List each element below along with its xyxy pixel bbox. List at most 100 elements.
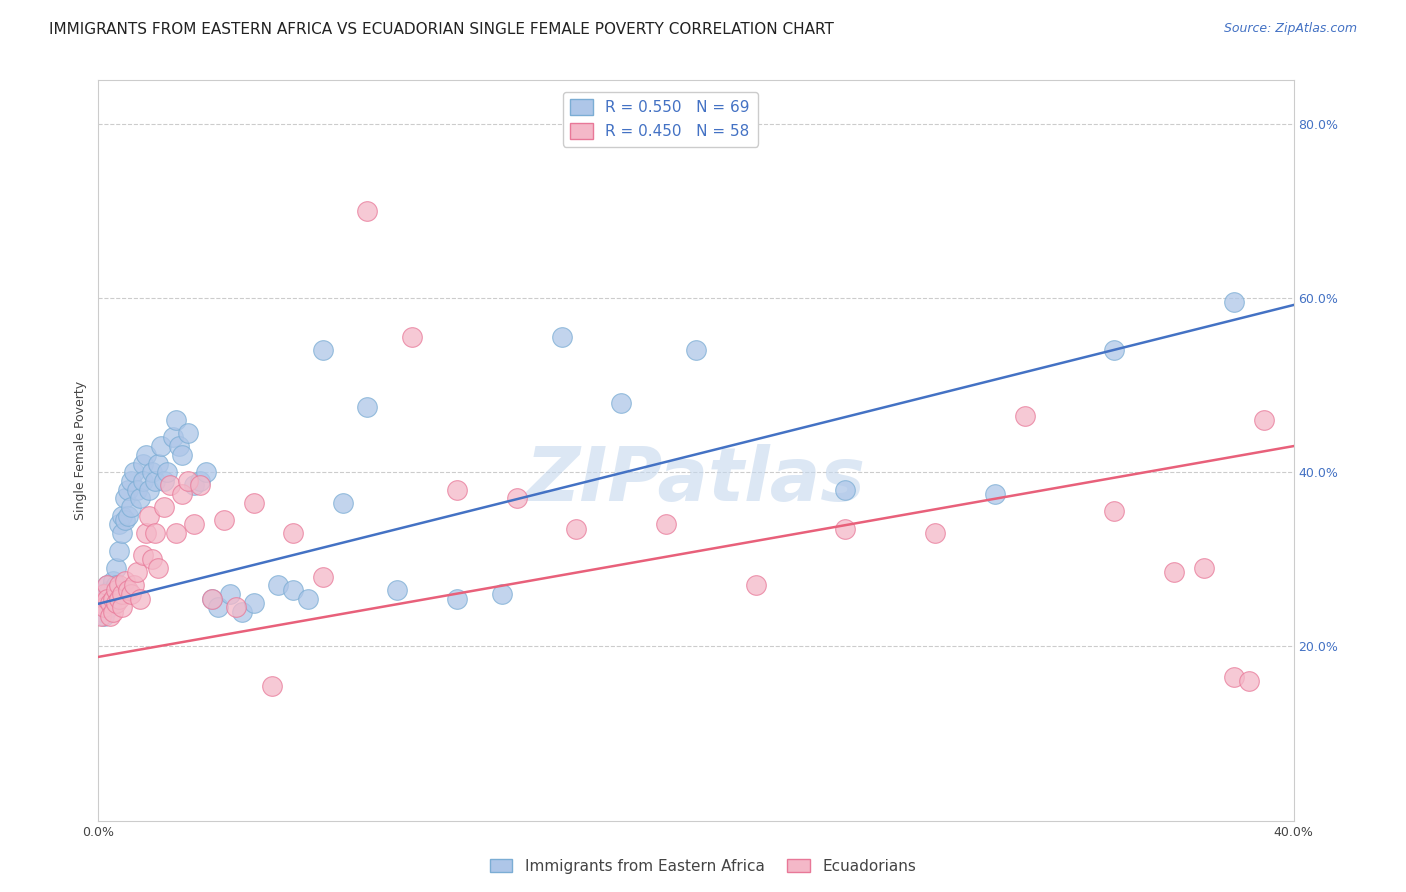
- Point: [120, 474, 142, 488]
- Point: [96, 578, 118, 592]
- Point: [1104, 504, 1126, 518]
- Point: [212, 513, 235, 527]
- Point: [120, 587, 142, 601]
- Point: [153, 474, 176, 488]
- Y-axis label: Single Female Poverty: Single Female Poverty: [75, 381, 87, 520]
- Point: [401, 330, 423, 344]
- Point: [1104, 343, 1126, 358]
- Point: [96, 596, 118, 610]
- Point: [148, 561, 170, 575]
- Point: [1237, 674, 1260, 689]
- Point: [117, 483, 139, 497]
- Point: [117, 582, 139, 597]
- Point: [1014, 409, 1036, 423]
- Point: [610, 395, 633, 409]
- Point: [114, 491, 136, 506]
- Point: [98, 600, 122, 615]
- Point: [138, 483, 160, 497]
- Point: [135, 448, 157, 462]
- Point: [260, 679, 283, 693]
- Text: IMMIGRANTS FROM EASTERN AFRICA VS ECUADORIAN SINGLE FEMALE POVERTY CORRELATION C: IMMIGRANTS FROM EASTERN AFRICA VS ECUADO…: [49, 22, 834, 37]
- Point: [356, 203, 378, 218]
- Point: [124, 578, 146, 592]
- Point: [177, 474, 200, 488]
- Point: [111, 508, 134, 523]
- Point: [745, 578, 768, 592]
- Point: [332, 496, 354, 510]
- Point: [311, 570, 333, 584]
- Point: [96, 578, 118, 592]
- Point: [120, 500, 142, 514]
- Point: [141, 552, 163, 566]
- Point: [141, 465, 163, 479]
- Point: [132, 474, 155, 488]
- Point: [108, 591, 131, 606]
- Point: [1163, 566, 1185, 580]
- Point: [90, 609, 112, 624]
- Point: [267, 578, 290, 592]
- Point: [127, 566, 149, 580]
- Point: [188, 474, 211, 488]
- Point: [183, 517, 205, 532]
- Point: [834, 522, 856, 536]
- Point: [111, 526, 134, 541]
- Point: [98, 609, 122, 624]
- Point: [165, 526, 187, 541]
- Point: [148, 457, 170, 471]
- Point: [385, 582, 409, 597]
- Point: [177, 425, 200, 440]
- Point: [225, 600, 247, 615]
- Point: [93, 591, 115, 606]
- Point: [195, 465, 218, 479]
- Point: [162, 430, 184, 444]
- Point: [150, 439, 173, 453]
- Point: [172, 448, 194, 462]
- Point: [143, 474, 166, 488]
- Point: [108, 543, 131, 558]
- Point: [153, 500, 176, 514]
- Point: [231, 605, 253, 619]
- Point: [159, 478, 181, 492]
- Point: [243, 596, 266, 610]
- Point: [111, 600, 134, 615]
- Point: [103, 574, 125, 588]
- Point: [114, 574, 136, 588]
- Point: [201, 591, 224, 606]
- Point: [167, 439, 190, 453]
- Point: [132, 548, 155, 562]
- Point: [984, 487, 1007, 501]
- Point: [138, 508, 160, 523]
- Point: [103, 605, 125, 619]
- Text: ZIPatlas: ZIPatlas: [526, 443, 866, 516]
- Point: [103, 582, 125, 597]
- Point: [1223, 670, 1246, 684]
- Point: [108, 578, 131, 592]
- Point: [117, 508, 139, 523]
- Point: [356, 400, 378, 414]
- Text: Source: ZipAtlas.com: Source: ZipAtlas.com: [1223, 22, 1357, 36]
- Point: [297, 591, 319, 606]
- Point: [281, 582, 304, 597]
- Point: [90, 596, 112, 610]
- Point: [183, 478, 205, 492]
- Point: [105, 582, 128, 597]
- Point: [90, 605, 112, 619]
- Point: [188, 478, 211, 492]
- Point: [105, 578, 128, 592]
- Point: [834, 483, 856, 497]
- Point: [103, 591, 125, 606]
- Point: [491, 587, 513, 601]
- Point: [127, 483, 149, 497]
- Point: [446, 591, 468, 606]
- Point: [156, 465, 179, 479]
- Point: [281, 526, 304, 541]
- Point: [565, 522, 588, 536]
- Point: [98, 591, 122, 606]
- Point: [96, 587, 118, 601]
- Point: [135, 526, 157, 541]
- Point: [550, 330, 572, 344]
- Point: [124, 465, 146, 479]
- Point: [98, 582, 122, 597]
- Point: [90, 596, 112, 610]
- Point: [143, 526, 166, 541]
